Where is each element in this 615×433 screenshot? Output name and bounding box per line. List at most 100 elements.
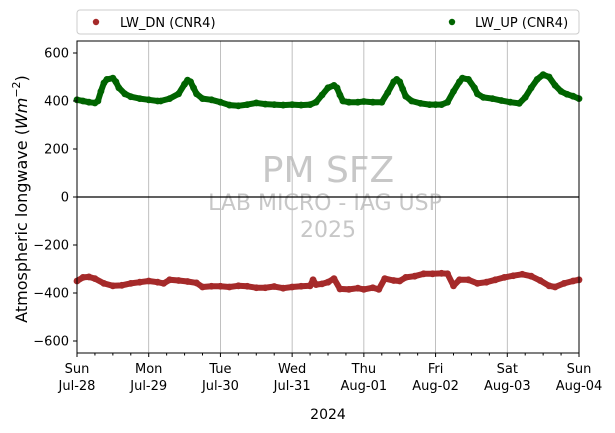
data-point <box>94 97 102 105</box>
data-point <box>127 93 135 101</box>
x-tick-label-day: Sun <box>567 362 592 377</box>
y-tick-label: 0 <box>61 191 69 206</box>
y-axis-label-base: Atmospheric longwave ( <box>12 129 31 323</box>
data-point <box>488 95 496 102</box>
legend-frame <box>76 9 580 35</box>
data-point <box>375 286 383 293</box>
data-point <box>243 101 251 108</box>
x-tick-label-date: Aug-02 <box>412 379 459 394</box>
data-point <box>261 284 269 292</box>
y-tick-label: −200 <box>33 239 69 254</box>
data-point <box>208 96 215 104</box>
x-tick-label-date: Jul-30 <box>201 379 239 394</box>
data-point <box>399 85 407 93</box>
data-point <box>479 94 487 101</box>
data-point <box>429 270 436 278</box>
data-point <box>252 284 260 292</box>
data-point <box>378 98 386 106</box>
data-point <box>465 76 472 83</box>
data-point <box>136 95 144 102</box>
data-point <box>345 98 353 106</box>
data-point <box>234 282 242 290</box>
data-point <box>318 280 326 288</box>
data-point <box>497 97 505 104</box>
data-point <box>199 283 206 291</box>
data-point <box>471 84 478 92</box>
data-point <box>557 88 565 95</box>
data-point <box>175 90 183 98</box>
data-point <box>482 278 490 286</box>
data-point <box>444 270 451 278</box>
data-point <box>145 277 153 285</box>
data-point <box>518 270 526 278</box>
data-point <box>312 281 320 288</box>
data-point <box>521 94 529 101</box>
data-point <box>330 275 338 282</box>
x-tick-label-day: Thu <box>351 362 376 377</box>
x-tick-label-date: Jul-31 <box>273 379 311 394</box>
data-point <box>103 76 111 83</box>
data-point <box>411 272 419 280</box>
data-point <box>345 286 353 293</box>
data-point <box>234 102 242 110</box>
data-point <box>157 97 165 105</box>
data-point <box>420 270 428 278</box>
data-point <box>97 88 105 95</box>
x-axis-ticks: Sun Jul-28 Mon Jul-29 Tue Jul-30 Wed Jul-31 Thu A… <box>58 353 603 394</box>
watermark-line-1: PM SFZ <box>262 150 394 191</box>
data-point <box>456 276 463 284</box>
watermark: PM SFZ LAB MICRO - IAG USP 2025 <box>208 150 442 243</box>
y-tick-label: 600 <box>44 47 69 62</box>
data-point <box>569 277 577 285</box>
data-point <box>112 78 120 86</box>
data-point <box>390 277 398 284</box>
data-point <box>336 91 344 99</box>
data-point <box>339 97 347 105</box>
data-point <box>360 98 368 105</box>
data-point <box>288 101 296 108</box>
data-point <box>127 280 135 287</box>
data-point <box>396 78 404 86</box>
series-lw-up <box>73 71 583 110</box>
y-axis-label-unit: Wm <box>12 98 31 129</box>
watermark-line-2: LAB MICRO - IAG USP <box>208 191 442 216</box>
series-lw-dn <box>73 269 583 293</box>
y-axis-ticks: −600 −400 −200 0 200 400 600 <box>33 47 77 350</box>
data-point <box>109 282 117 290</box>
data-point <box>225 283 233 291</box>
data-point <box>408 97 416 105</box>
data-point <box>563 90 571 98</box>
data-point <box>190 84 197 92</box>
data-point <box>115 84 123 92</box>
data-point <box>154 278 162 286</box>
data-point <box>474 90 481 98</box>
data-point <box>569 92 577 100</box>
data-point <box>166 276 174 284</box>
legend-label-lw-up: LW_UP (CNR4) <box>475 16 568 31</box>
data-point <box>261 100 269 108</box>
data-point <box>324 278 332 286</box>
data-point <box>384 89 392 96</box>
x-tick-label-date: Jul-29 <box>129 379 167 394</box>
x-axis-label: 2024 <box>310 407 346 423</box>
data-point <box>297 282 305 290</box>
data-point <box>193 279 200 287</box>
legend-label-lw-dn: LW_DN (CNR4) <box>120 16 216 31</box>
data-point <box>360 286 368 293</box>
data-point <box>551 82 559 89</box>
data-point <box>459 74 466 82</box>
data-point <box>539 71 547 78</box>
data-point <box>560 280 568 287</box>
data-point <box>336 285 344 293</box>
data-point <box>193 90 200 98</box>
data-point <box>354 284 362 292</box>
data-point <box>333 84 341 92</box>
x-tick-label-day: Sat <box>497 362 518 377</box>
y-tick-label: −400 <box>33 287 69 302</box>
legend: LW_DN (CNR4) LW_UP (CNR4) <box>76 9 580 35</box>
data-point <box>166 95 174 102</box>
data-point <box>279 284 287 292</box>
data-point <box>506 98 514 106</box>
x-tick-label-date: Aug-04 <box>556 379 603 394</box>
data-point <box>402 274 410 281</box>
